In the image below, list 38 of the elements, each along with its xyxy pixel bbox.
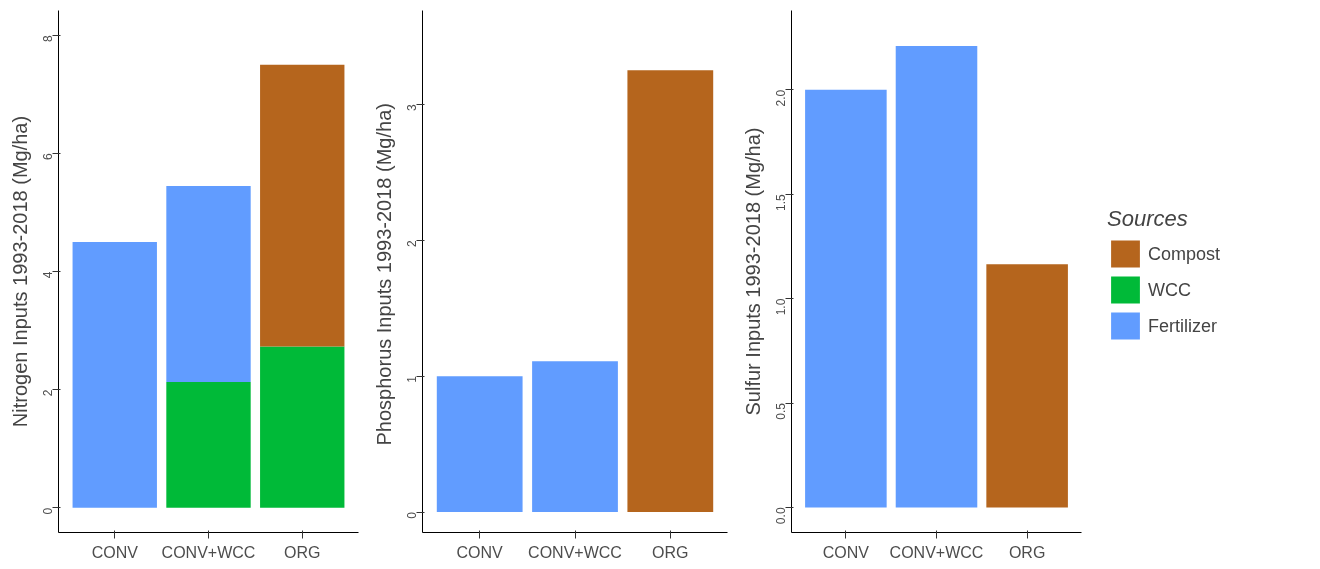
y-tick-label: 0.0 bbox=[774, 507, 788, 525]
legend-label: Fertilizer bbox=[1148, 315, 1218, 336]
y-axis-title: Sulfur Inputs 1993-2018 (Mg/ha) bbox=[741, 127, 764, 416]
y-tick-label: 1 bbox=[405, 375, 419, 383]
x-tick-label: ORG bbox=[284, 543, 321, 561]
y-tick-label: 0.5 bbox=[774, 402, 788, 420]
bar bbox=[532, 361, 618, 513]
y-tick-label: 0 bbox=[41, 507, 55, 515]
bar bbox=[436, 376, 523, 513]
x-tick-label: CONV+WCC bbox=[889, 543, 984, 561]
x-tick-label: CONV bbox=[822, 543, 870, 561]
bar bbox=[260, 64, 345, 347]
y-axis-title: Nitrogen Inputs 1993-2018 (Mg/ha) bbox=[8, 115, 31, 428]
legend-title: Sources bbox=[1107, 205, 1189, 232]
y-tick-label: 2 bbox=[405, 239, 419, 247]
bar bbox=[260, 346, 345, 508]
bar bbox=[627, 70, 714, 513]
x-tick-label: CONV+WCC bbox=[528, 543, 622, 561]
y-tick-label: 8 bbox=[41, 34, 55, 42]
y-tick-label: 1.0 bbox=[774, 298, 788, 316]
y-tick-label: 3 bbox=[405, 103, 419, 111]
y-axis-title: Phosphorus Inputs 1993-2018 (Mg/ha) bbox=[372, 103, 395, 446]
bar bbox=[72, 241, 157, 508]
legend-label: WCC bbox=[1148, 279, 1191, 300]
y-tick-label: 6 bbox=[41, 153, 55, 161]
y-tick-label: 1.5 bbox=[774, 193, 788, 211]
x-tick-label: ORG bbox=[652, 543, 689, 561]
y-tick-label: 4 bbox=[41, 271, 55, 279]
y-tick-label: 2.0 bbox=[774, 89, 788, 107]
bar bbox=[166, 381, 251, 508]
legend-label: Compost bbox=[1148, 243, 1221, 264]
x-tick-label: ORG bbox=[1008, 543, 1046, 561]
bar bbox=[166, 185, 251, 382]
y-tick-label: 2 bbox=[41, 389, 55, 397]
y-tick-label: 0 bbox=[405, 511, 419, 519]
x-tick-label: CONV+WCC bbox=[161, 543, 256, 561]
x-tick-label: CONV bbox=[91, 543, 139, 561]
x-tick-label: CONV bbox=[456, 543, 504, 561]
